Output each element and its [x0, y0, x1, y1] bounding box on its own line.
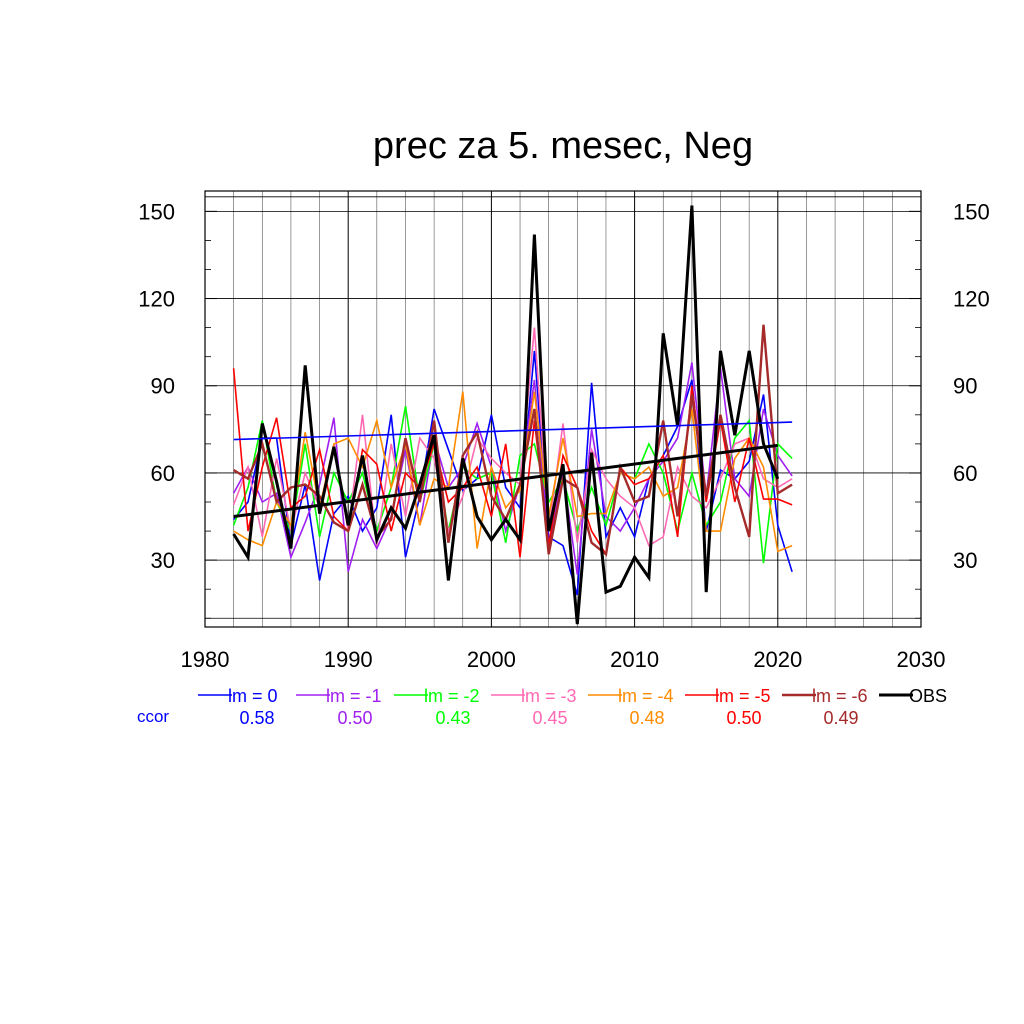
ccor-value-4: 0.48	[629, 708, 664, 728]
legend-label-6: lm = -6	[812, 686, 868, 706]
ccor-value-3: 0.45	[532, 708, 567, 728]
y-tick-label-right: 30	[953, 548, 977, 573]
trend-line-1	[233, 443, 778, 519]
trend-lines-group	[233, 421, 793, 519]
y-tick-label-right: 60	[953, 461, 977, 486]
y-tick-label-right: 150	[953, 199, 990, 224]
y-tick-label-right: 120	[953, 287, 990, 312]
legend-label-7: OBS	[909, 686, 947, 706]
ccor-value-2: 0.43	[435, 708, 470, 728]
y-tick-label-left: 150	[138, 199, 175, 224]
ccor-value-5: 0.50	[726, 708, 761, 728]
series-line-6	[232, 324, 793, 557]
y-tick-label-right: 90	[953, 374, 977, 399]
plot-frame	[204, 190, 922, 628]
series-line-7	[232, 205, 780, 625]
y-tick-label-left: 90	[151, 374, 175, 399]
trend-line-0	[233, 421, 793, 441]
x-tick-label: 2000	[467, 647, 516, 672]
axis-ticks: 30 30 60 60 90 90 120 120 150 150 1980 1990 2000 2010…	[138, 199, 989, 672]
y-tick-label-left: 30	[151, 548, 175, 573]
x-tick-label: 1980	[181, 647, 230, 672]
ccor-label: ccor	[137, 707, 169, 726]
legend-label-1: lm = -1	[326, 686, 382, 706]
legend-label-4: lm = -4	[618, 686, 674, 706]
y-tick-label-left: 120	[138, 287, 175, 312]
y-tick-label-left: 60	[151, 461, 175, 486]
x-tick-label: 2010	[610, 647, 659, 672]
x-tick-label: 2030	[897, 647, 946, 672]
ccor-value-6: 0.49	[823, 708, 858, 728]
legend-label-5: lm = -5	[715, 686, 771, 706]
legend-label-2: lm = -2	[424, 686, 480, 706]
x-tick-label: 2020	[753, 647, 802, 672]
legend-label-3: lm = -3	[521, 686, 577, 706]
ccor-value-0: 0.58	[239, 708, 274, 728]
legend-label-0: lm = 0	[228, 686, 278, 706]
plot-border	[204, 190, 922, 628]
chart-title: prec za 5. mesec, Neg	[373, 125, 753, 167]
ccor-value-1: 0.50	[337, 708, 372, 728]
x-tick-label: 1990	[324, 647, 373, 672]
